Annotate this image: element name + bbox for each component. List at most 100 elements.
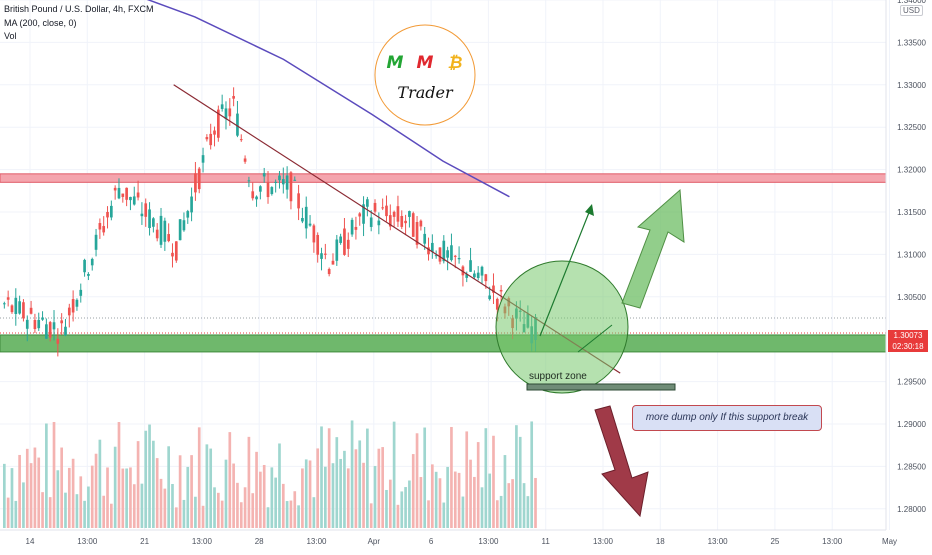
candle-body [110, 205, 113, 218]
candle-body [217, 109, 220, 138]
candle-body [289, 172, 293, 202]
price-tick-label: 1.29500 [897, 378, 926, 387]
volume-bar [209, 448, 213, 528]
volume-bar [41, 492, 44, 528]
volume-bar [79, 476, 83, 528]
up-arrow-head [585, 204, 594, 216]
candle-body [125, 187, 128, 200]
candle-body [140, 213, 144, 217]
time-tick-label: May [882, 537, 897, 546]
volume-bar [385, 489, 388, 528]
candle-body [469, 260, 472, 272]
candle-body [499, 289, 503, 292]
volume-bar [327, 428, 331, 528]
candle-body [33, 319, 37, 330]
logo-circle [374, 24, 476, 126]
volume-bar [392, 421, 396, 528]
time-tick-label: 13:00 [593, 537, 614, 546]
volume-bar [64, 492, 67, 528]
volume-bar [220, 500, 224, 528]
volume-bar [411, 454, 415, 528]
candle-body [98, 223, 102, 230]
candle-body [415, 222, 419, 245]
candle-body [251, 191, 255, 199]
last-price-tag: 1.30073 02:30:18 [888, 330, 928, 352]
time-tick-label: 25 [770, 537, 779, 546]
volume-bar [408, 480, 411, 528]
volume-bar [438, 478, 442, 528]
volume-bar [113, 446, 117, 528]
volume-bar [205, 444, 209, 528]
volume-bar [324, 466, 327, 528]
candle-body [262, 173, 266, 177]
volume-bar [255, 451, 258, 528]
volume-bar [224, 459, 228, 528]
candle-body [320, 253, 323, 259]
time-tick-label: 18 [656, 537, 665, 546]
volume-bar [121, 468, 125, 528]
volume-bar [285, 501, 289, 528]
time-tick-label: 21 [140, 537, 149, 546]
volume-bar [293, 491, 297, 528]
countdown-value: 02:30:18 [892, 342, 924, 351]
price-tick-label: 1.28500 [897, 462, 926, 471]
volume-bar [33, 447, 37, 528]
volume-bar [213, 487, 216, 528]
candle-body [304, 206, 308, 229]
volume-bar [469, 459, 472, 528]
time-tick-label: Apr [368, 537, 381, 546]
candle-body [48, 322, 52, 338]
candle-body [236, 113, 239, 136]
candle-body [339, 236, 342, 243]
candle-body [94, 234, 98, 250]
candle-body [90, 258, 94, 266]
volume-bar [316, 448, 320, 528]
volume-bar [22, 482, 25, 528]
support-zone [0, 334, 887, 353]
volume-bar [217, 492, 220, 528]
volume-bar [148, 424, 151, 528]
candle-body [492, 285, 495, 293]
volume-bar [102, 495, 106, 528]
volume-bar [136, 441, 140, 528]
support-zone-label: support zone [529, 371, 587, 382]
volume-bar [511, 479, 514, 528]
symbol-title: British Pound / U.S. Dollar, 4h, FXCM [4, 4, 154, 14]
volume-bar [304, 459, 308, 528]
candle-body [159, 215, 163, 245]
candle-body [209, 133, 213, 146]
candle-body [155, 229, 159, 239]
time-tick-label: 6 [429, 537, 434, 546]
volume-bar [25, 448, 29, 528]
volume-bar [499, 495, 503, 528]
volume-bar [396, 504, 400, 528]
volume-bar [56, 470, 60, 528]
ma-line [146, 0, 510, 198]
last-price-value: 1.30073 [893, 331, 923, 340]
volume-bar [461, 496, 465, 528]
volume-bar [3, 463, 6, 528]
candle-body [450, 245, 453, 261]
volume-bar [228, 432, 232, 528]
volume-bar [343, 450, 346, 528]
volume-bar [110, 503, 113, 528]
volume-bar [60, 447, 63, 528]
candle-body [22, 302, 25, 319]
volume-bar [480, 487, 484, 528]
volume-bar [369, 503, 373, 528]
volume-bar [358, 440, 362, 528]
time-tick-label: 13:00 [192, 537, 213, 546]
candle-body [457, 257, 461, 260]
candle-body [3, 303, 6, 305]
currency-label[interactable]: USD [900, 5, 923, 16]
volume-bar [94, 453, 98, 528]
candle-body [438, 247, 442, 262]
time-tick-label: 13:00 [478, 537, 499, 546]
volume-bar [197, 427, 201, 528]
volume-bar [155, 458, 159, 528]
candle-body [281, 179, 285, 185]
candle-body [14, 297, 18, 314]
volume-bar [132, 484, 136, 528]
